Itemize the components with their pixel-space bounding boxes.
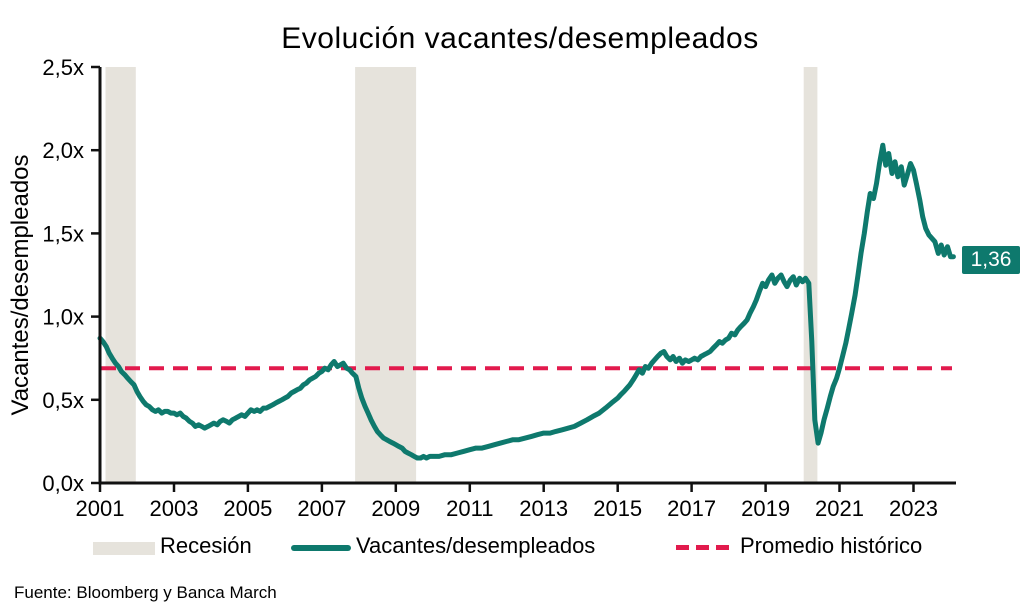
x-tick-label: 2007 xyxy=(297,496,346,521)
y-tick-label: 2,5x xyxy=(42,55,84,80)
y-tick-label: 1,5x xyxy=(42,221,84,246)
legend-average-label: Promedio histórico xyxy=(740,533,923,558)
legend-series-line-swatch xyxy=(291,545,351,551)
chart-title: Evolución vacantes/desempleados xyxy=(281,22,759,55)
legend-recession-swatch xyxy=(93,542,155,555)
x-tick-label: 2015 xyxy=(593,496,642,521)
y-tick-label: 1,0x xyxy=(42,305,84,330)
x-tick-label: 2009 xyxy=(371,496,420,521)
last-value-badge: 1,36 xyxy=(962,246,1020,274)
y-tick-label: 0,5x xyxy=(42,388,84,413)
recession-band xyxy=(355,67,417,483)
recession-band xyxy=(105,67,136,483)
legend-recession-label: Recesión xyxy=(160,533,252,558)
legend-average-dash-swatch xyxy=(676,545,731,550)
y-tick-label: 2,0x xyxy=(42,138,84,163)
series-line xyxy=(97,142,956,461)
legend-series-label: Vacantes/desempleados xyxy=(356,533,596,558)
x-tick-label: 2017 xyxy=(667,496,716,521)
x-tick-label: 2021 xyxy=(815,496,864,521)
x-tick-label: 2005 xyxy=(223,496,272,521)
source-note: Fuente: Bloomberg y Banca March xyxy=(14,583,277,602)
y-tick-label: 0,0x xyxy=(42,471,84,496)
x-tick-label: 2011 xyxy=(446,496,493,521)
x-tick-label: 2019 xyxy=(741,496,790,521)
x-tick-label: 2023 xyxy=(889,496,938,521)
x-tick-label: 2013 xyxy=(519,496,568,521)
x-tick-label: 2003 xyxy=(150,496,199,521)
x-tick-label: 2001 xyxy=(76,496,125,521)
